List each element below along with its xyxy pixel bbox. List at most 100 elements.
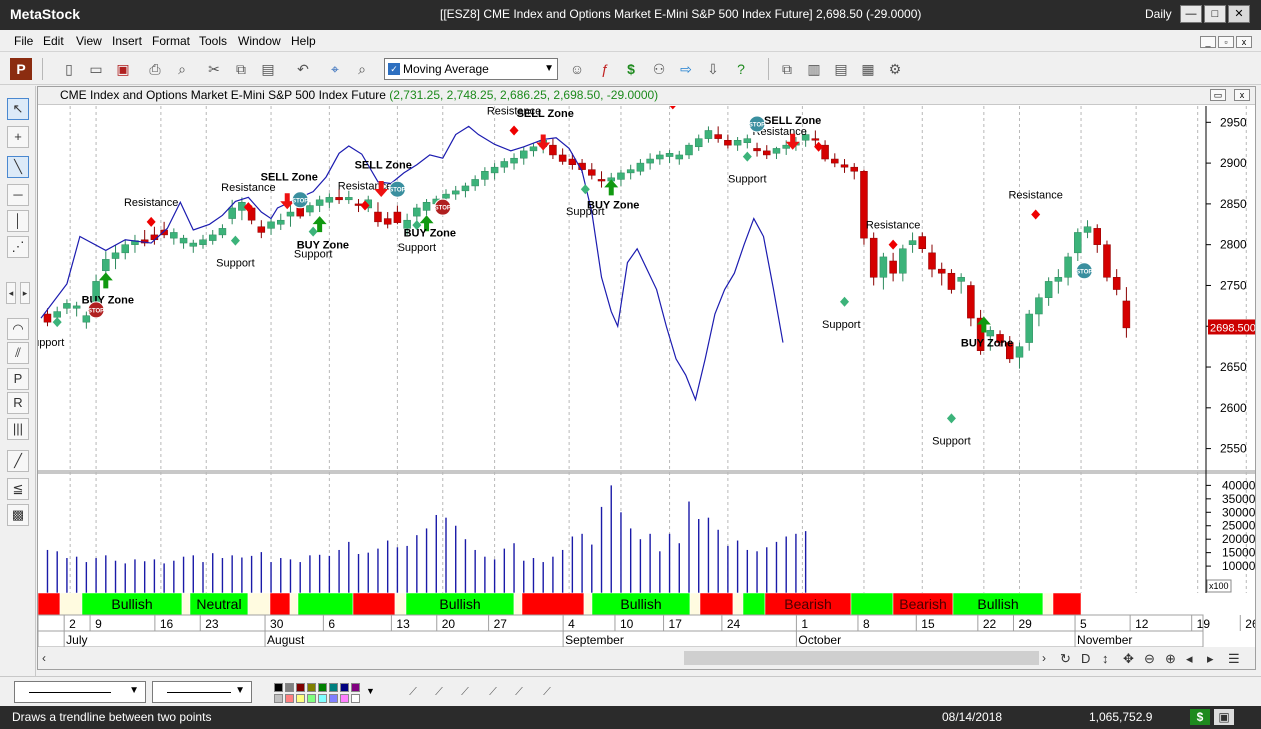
price-label-icon[interactable]: P bbox=[7, 368, 29, 390]
trendline-icon[interactable]: ╲ bbox=[7, 156, 29, 178]
color-swatch[interactable] bbox=[318, 683, 327, 692]
color-swatch[interactable] bbox=[329, 694, 338, 703]
color-swatch[interactable] bbox=[274, 683, 283, 692]
move-icon[interactable]: ✥ bbox=[1123, 651, 1134, 666]
zoom-icon[interactable]: ⌕ bbox=[358, 61, 366, 77]
gann-fan-icon[interactable]: ⫽ bbox=[7, 342, 29, 364]
chart-restore-button[interactable]: ▭ bbox=[1210, 89, 1226, 101]
menu-insert[interactable]: Insert bbox=[112, 34, 143, 48]
zoom-out-icon[interactable]: ⊖ bbox=[1144, 651, 1155, 666]
color-swatch[interactable] bbox=[296, 683, 305, 692]
speed-lines-icon[interactable]: ≦ bbox=[7, 478, 29, 500]
color-swatch[interactable] bbox=[307, 694, 316, 703]
menu-help[interactable]: Help bbox=[291, 34, 316, 48]
power-console-icon[interactable]: P bbox=[10, 58, 32, 80]
menu-bar: File Edit View Insert Format Tools Windo… bbox=[0, 30, 1261, 52]
new-icon[interactable]: ▯ bbox=[65, 61, 73, 77]
detrend-icon[interactable]: D bbox=[1081, 651, 1090, 666]
pointer-icon[interactable]: ↖ bbox=[7, 98, 29, 120]
explorer-icon[interactable]: ⚇ bbox=[652, 61, 666, 77]
menu-file[interactable]: File bbox=[14, 34, 34, 48]
fibonacci-icon[interactable]: ⋰ bbox=[7, 236, 29, 258]
drawing-toolbar: ↖ + ╲ ─ │ ⋰ ◂ ▸ ◠ ⫽ P R ||| ╱ ≦ ▩ bbox=[0, 86, 36, 706]
layout-grid-icon[interactable]: ▦ bbox=[861, 61, 875, 77]
print-icon[interactable]: ⎙ bbox=[149, 61, 161, 77]
ray-both-icon[interactable]: ⟋ bbox=[461, 686, 469, 698]
paste-icon[interactable]: ▤ bbox=[261, 61, 275, 77]
signal-annotations: Resistance Resistance Resistance Resistance… bbox=[38, 106, 1093, 447]
settings-icon[interactable]: ⚙ bbox=[888, 61, 902, 77]
color-swatch[interactable] bbox=[285, 694, 294, 703]
layout-tile-icon[interactable]: ▥ bbox=[807, 61, 821, 77]
print-preview-icon[interactable]: ⌕ bbox=[178, 61, 186, 77]
pattern-fill-icon[interactable]: ▩ bbox=[7, 504, 29, 526]
copy-icon[interactable]: ⧉ bbox=[236, 61, 246, 77]
dollar-status-icon[interactable]: $ bbox=[1190, 709, 1210, 725]
help-icon[interactable]: ? bbox=[737, 61, 745, 77]
crosshair-icon[interactable]: ⌖ bbox=[331, 61, 339, 77]
scroll-right-icon[interactable]: ▸ bbox=[20, 282, 30, 304]
color-swatch[interactable] bbox=[318, 694, 327, 703]
ray-right-icon[interactable]: ⟋ bbox=[435, 686, 443, 698]
scroll-left-icon[interactable]: ◂ bbox=[6, 282, 16, 304]
open-icon[interactable]: ▭ bbox=[89, 61, 103, 77]
regression-icon[interactable]: R bbox=[7, 392, 29, 414]
arc-icon[interactable]: ◠ bbox=[7, 318, 29, 340]
formula-icon[interactable]: ƒ bbox=[601, 61, 609, 77]
vertical-scale-icon[interactable]: ↕ bbox=[1102, 651, 1109, 666]
vertical-line-icon[interactable]: │ bbox=[7, 210, 29, 232]
line-tool-icon[interactable]: ╱ bbox=[7, 450, 29, 472]
expert-advisor-icon[interactable]: ☺ bbox=[569, 61, 585, 77]
forward-arrow-icon[interactable]: ⇨ bbox=[680, 61, 692, 77]
extend-right-icon[interactable]: ⟋ bbox=[515, 686, 523, 698]
save-icon[interactable]: ▣ bbox=[116, 61, 130, 77]
monitor-status-icon[interactable]: ▣ bbox=[1214, 709, 1234, 725]
undo-icon[interactable]: ↶ bbox=[297, 61, 309, 77]
color-swatch[interactable] bbox=[351, 683, 360, 692]
maximize-button[interactable]: □ bbox=[1204, 5, 1226, 23]
chart-close-button[interactable]: x bbox=[1234, 89, 1250, 101]
extend-left-icon[interactable]: ⟋ bbox=[489, 686, 497, 698]
crosshair-tool-icon[interactable]: + bbox=[7, 126, 29, 148]
layout-cascade-icon[interactable]: ⧉ bbox=[782, 61, 792, 77]
menu-format[interactable]: Format bbox=[152, 34, 191, 48]
menu-window[interactable]: Window bbox=[238, 34, 281, 48]
menu-tools[interactable]: Tools bbox=[199, 34, 228, 48]
color-palette[interactable]: ▼ bbox=[272, 682, 382, 704]
close-button[interactable]: ✕ bbox=[1228, 5, 1250, 23]
color-swatch[interactable] bbox=[351, 694, 360, 703]
cycle-lines-icon[interactable]: ||| bbox=[7, 418, 29, 440]
layout-horizontal-icon[interactable]: ▤ bbox=[834, 61, 848, 77]
menu-view[interactable]: View bbox=[76, 34, 102, 48]
indicator-select[interactable]: ✓ Moving Average ▼ bbox=[384, 58, 558, 80]
mdi-close-button[interactable]: x bbox=[1236, 36, 1252, 48]
download-icon[interactable]: ⇩ bbox=[707, 61, 719, 77]
color-swatch[interactable] bbox=[340, 694, 349, 703]
color-swatch[interactable] bbox=[329, 683, 338, 692]
line-weight-select[interactable]: ▼ bbox=[152, 681, 252, 703]
menu-icon[interactable]: ☰ bbox=[1228, 651, 1240, 666]
dollar-icon[interactable]: $ bbox=[627, 61, 635, 77]
page-right-icon[interactable]: ▸ bbox=[1207, 651, 1214, 666]
sell-zone-label: SELL Zone bbox=[517, 108, 574, 120]
stop-icon-label: STOP bbox=[389, 188, 405, 194]
color-swatch[interactable] bbox=[274, 694, 283, 703]
extend-both-icon[interactable]: ⟋ bbox=[543, 686, 551, 698]
color-swatch[interactable] bbox=[340, 683, 349, 692]
horizontal-line-icon[interactable]: ─ bbox=[7, 184, 29, 206]
mdi-minimize-button[interactable]: _ bbox=[1200, 36, 1216, 48]
price-chart[interactable]: Resistance Resistance Resistance Resistance… bbox=[38, 106, 1255, 670]
menu-edit[interactable]: Edit bbox=[43, 34, 64, 48]
page-left-icon[interactable]: ◂ bbox=[1186, 651, 1193, 666]
refresh-icon[interactable]: ↻ bbox=[1060, 651, 1071, 666]
mdi-restore-button[interactable]: ▫ bbox=[1218, 36, 1234, 48]
cut-icon[interactable]: ✂ bbox=[208, 61, 220, 77]
price-tick-label: 2900 bbox=[1220, 156, 1247, 170]
color-swatch[interactable] bbox=[307, 683, 316, 692]
minimize-button[interactable]: — bbox=[1180, 5, 1202, 23]
ray-left-icon[interactable]: ⟋ bbox=[409, 686, 417, 698]
zoom-in-icon[interactable]: ⊕ bbox=[1165, 651, 1176, 666]
color-swatch[interactable] bbox=[296, 694, 305, 703]
line-style-select[interactable]: ▼ bbox=[14, 681, 146, 703]
color-swatch[interactable] bbox=[285, 683, 294, 692]
